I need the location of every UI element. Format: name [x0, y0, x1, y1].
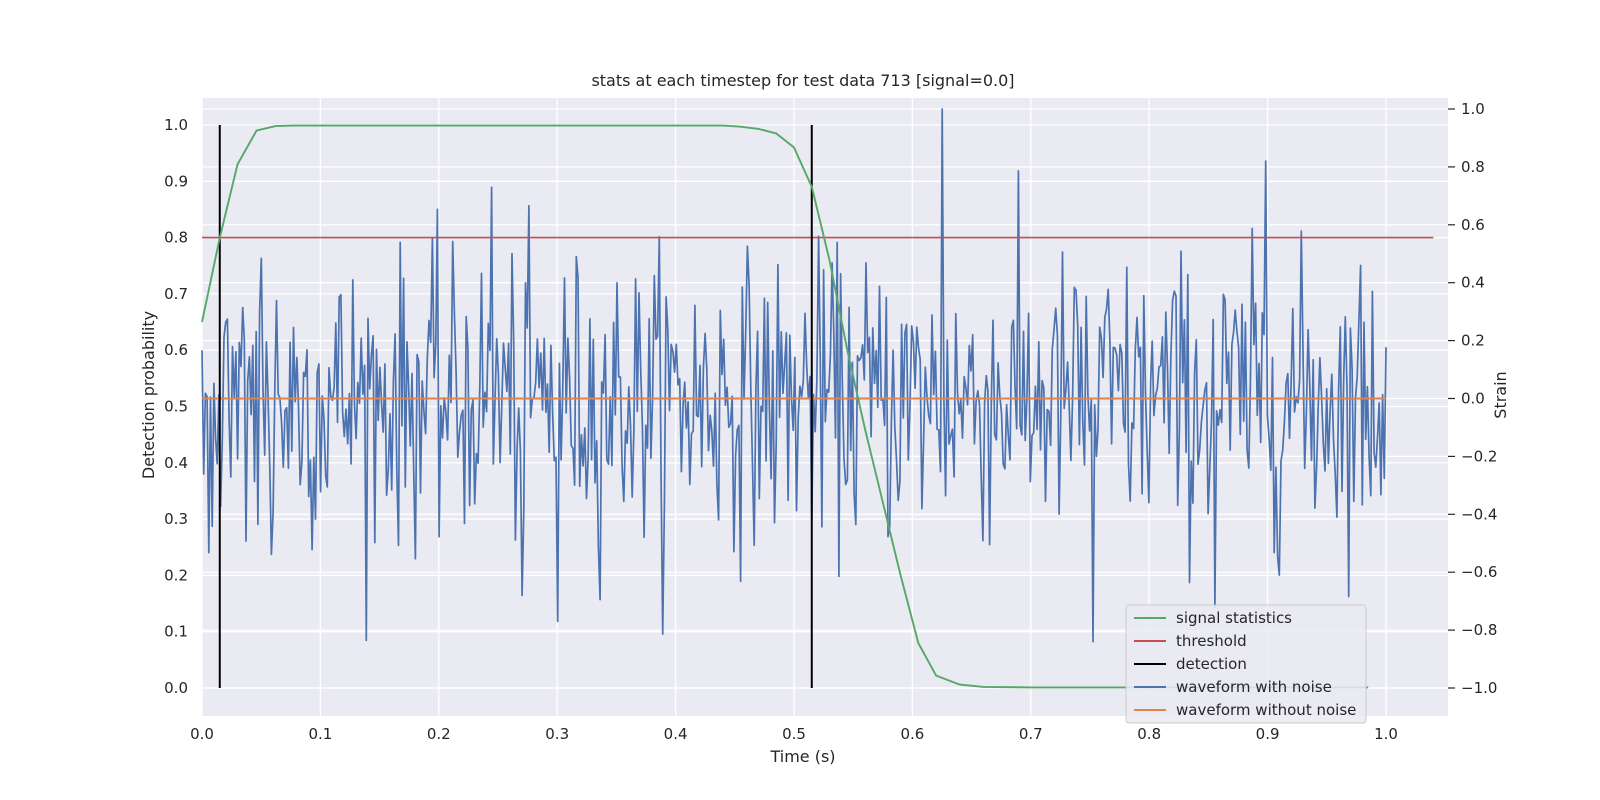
x-tick-label: 0.2	[427, 725, 451, 743]
y-tick-label: 0.7	[164, 285, 188, 303]
y-axis-title: Detection probability	[139, 311, 158, 479]
y2-tick-label: −1.0	[1461, 679, 1497, 697]
legend-box	[1125, 604, 1367, 724]
y-tick-label: 0.4	[164, 454, 188, 472]
waveform-with-noise-line	[201, 108, 1387, 643]
y2-tick-label: −0.8	[1461, 621, 1497, 639]
x-tick-label: 0.7	[1019, 725, 1043, 743]
y2-tick-label: 0.2	[1461, 332, 1485, 350]
y-tick-label: 0.3	[164, 510, 188, 528]
y2-tick-label: 0.4	[1461, 274, 1485, 292]
chart-title: stats at each timestep for test data 713…	[591, 71, 1014, 90]
legend: signal statistics threshold detection wavef…	[1125, 604, 1367, 724]
x-tick-label: 0.0	[190, 725, 214, 743]
y-tick-label: 0.9	[164, 172, 188, 190]
y2-tick-label: −0.4	[1461, 505, 1497, 523]
y-tick-label: 0.1	[164, 623, 188, 641]
series-layer	[201, 108, 1434, 689]
legend-label: detection	[1176, 655, 1247, 673]
y-tick-label: 0.5	[164, 398, 188, 416]
x-tick-label: 0.3	[545, 725, 569, 743]
y2-tick-label: 0.8	[1461, 158, 1485, 176]
x-tick-label: 0.5	[782, 725, 806, 743]
y2-tick-label: 1.0	[1461, 100, 1485, 118]
ticks-layer: 0.0 0.1 0.2 0.3 0.4 0.5 0.6 0.7 0.8 0.9 1.0 0.0 0.1 0…	[164, 100, 1497, 743]
x-tick-label: 1.0	[1374, 725, 1398, 743]
y2-tick-label: 0.0	[1461, 390, 1485, 408]
x-tick-label: 0.8	[1137, 725, 1161, 743]
y2-axis-title: Strain	[1491, 371, 1510, 418]
legend-label: waveform without noise	[1176, 701, 1356, 719]
y-tick-label: 0.0	[164, 679, 188, 697]
y-tick-label: 0.6	[164, 341, 188, 359]
y-tick-label: 1.0	[164, 116, 188, 134]
x-axis-title: Time (s)	[769, 747, 835, 766]
x-tick-label: 0.4	[664, 725, 688, 743]
y2-tick-label: 0.6	[1461, 216, 1485, 234]
legend-label: waveform with noise	[1176, 678, 1332, 696]
signal-statistics-line	[201, 124, 1369, 689]
y-tick-label: 0.2	[164, 566, 188, 584]
x-tick-label: 0.1	[308, 725, 332, 743]
x-tick-label: 0.6	[900, 725, 924, 743]
legend-label: signal statistics	[1176, 609, 1292, 627]
x-tick-label: 0.9	[1256, 725, 1280, 743]
y-tick-label: 0.8	[164, 229, 188, 247]
legend-label: threshold	[1176, 632, 1247, 650]
y2-tick-label: −0.6	[1461, 563, 1497, 581]
y2-tick-label: −0.2	[1461, 447, 1497, 465]
